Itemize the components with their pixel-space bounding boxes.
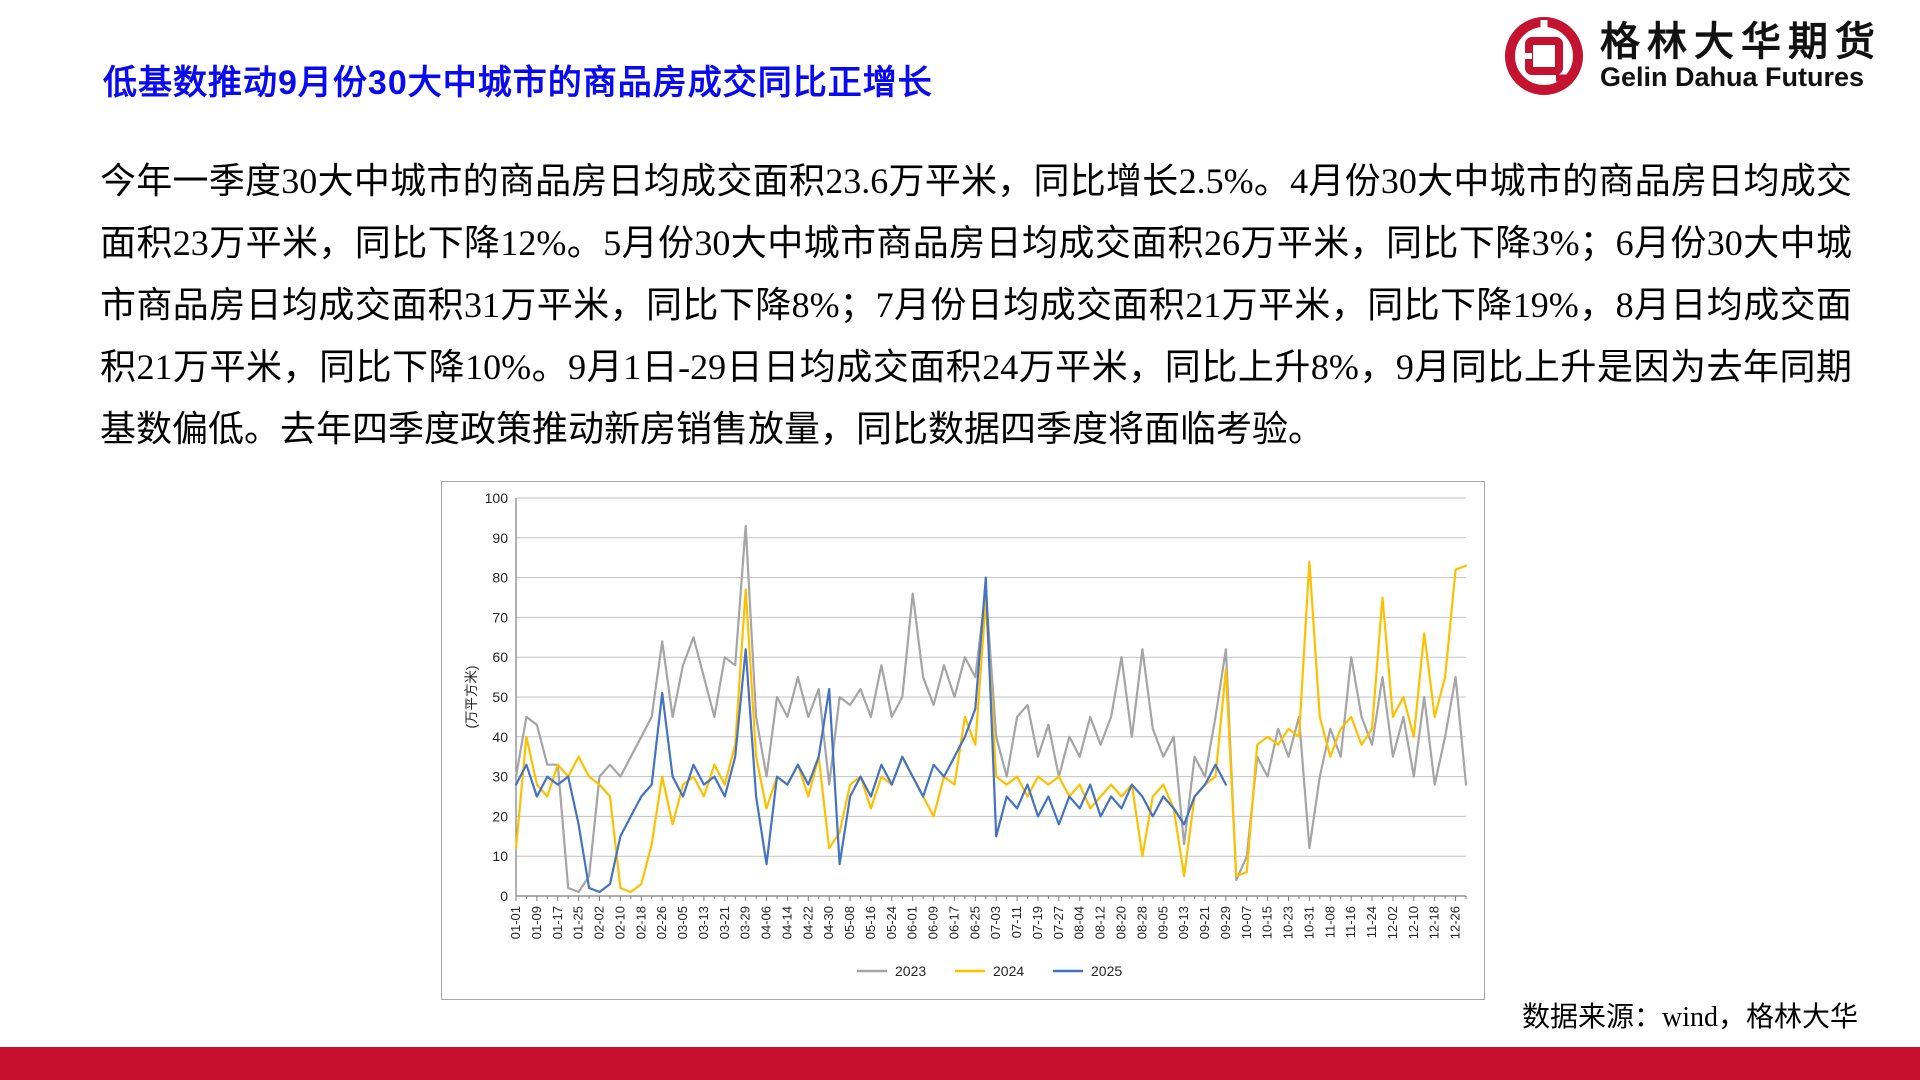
svg-text:01-09: 01-09 (529, 906, 544, 939)
svg-text:09-29: 09-29 (1218, 906, 1233, 939)
svg-text:2025: 2025 (1091, 963, 1122, 979)
logo-name-cn: 格林大华期货 (1600, 19, 1882, 64)
svg-text:02-18: 02-18 (633, 906, 648, 939)
svg-text:12-02: 12-02 (1385, 906, 1400, 939)
svg-text:03-21: 03-21 (717, 906, 732, 939)
page-title: 低基数推动9月份30大中城市的商品房成交同比正增长 (103, 64, 933, 102)
svg-text:0: 0 (500, 888, 508, 904)
svg-text:03-13: 03-13 (696, 906, 711, 939)
svg-text:08-12: 08-12 (1093, 906, 1108, 939)
svg-text:10-23: 10-23 (1281, 906, 1296, 939)
svg-text:03-05: 03-05 (675, 906, 690, 939)
svg-text:40: 40 (492, 729, 508, 745)
svg-text:60: 60 (492, 649, 508, 665)
svg-text:11-08: 11-08 (1322, 906, 1337, 938)
svg-text:03-29: 03-29 (738, 906, 753, 939)
svg-text:09-21: 09-21 (1197, 906, 1212, 939)
svg-text:07-27: 07-27 (1051, 906, 1066, 939)
svg-text:02-10: 02-10 (612, 906, 627, 939)
svg-text:70: 70 (492, 609, 508, 625)
svg-text:05-24: 05-24 (884, 906, 899, 939)
svg-text:80: 80 (492, 570, 508, 586)
svg-text:08-28: 08-28 (1134, 906, 1149, 939)
y-axis-tick-labels: 0 10 20 30 40 50 60 70 80 90 100 (485, 490, 509, 904)
svg-text:100: 100 (485, 490, 509, 506)
svg-text:04-06: 04-06 (759, 906, 774, 939)
svg-text:06-01: 06-01 (905, 906, 920, 939)
svg-text:10-15: 10-15 (1260, 906, 1275, 939)
svg-text:05-08: 05-08 (842, 906, 857, 939)
svg-text:09-13: 09-13 (1176, 906, 1191, 939)
axes (515, 498, 1466, 897)
svg-text:07-03: 07-03 (988, 906, 1003, 939)
analysis-paragraph: 今年一季度30大中城市的商品房日均成交面积23.6万平米，同比增长2.5%。4月… (100, 161, 1852, 449)
svg-text:02-26: 02-26 (654, 906, 669, 939)
logo-name-en: Gelin Dahua Futures (1600, 61, 1865, 92)
svg-text:2023: 2023 (895, 963, 926, 979)
svg-text:01-17: 01-17 (550, 906, 565, 939)
svg-text:05-16: 05-16 (863, 906, 878, 939)
logo-text: 格林大华期货 Gelin Dahua Futures (1600, 21, 1882, 91)
svg-text:04-30: 04-30 (821, 906, 836, 939)
data-source-note: 数据来源：wind，格林大华 (1521, 1002, 1858, 1033)
svg-text:06-25: 06-25 (967, 906, 982, 939)
y-axis-title: (万平方米) (464, 666, 479, 729)
svg-text:07-19: 07-19 (1030, 906, 1045, 939)
svg-text:30: 30 (492, 769, 508, 785)
svg-text:90: 90 (492, 530, 508, 546)
svg-text:11-24: 11-24 (1364, 906, 1379, 938)
svg-text:08-20: 08-20 (1113, 906, 1128, 939)
svg-text:01-25: 01-25 (571, 906, 586, 939)
svg-text:10-07: 10-07 (1239, 906, 1254, 939)
svg-text:11-16: 11-16 (1343, 906, 1358, 938)
svg-text:12-26: 12-26 (1448, 906, 1463, 939)
svg-text:04-22: 04-22 (800, 906, 815, 939)
series-line-2023 (514, 524, 1468, 894)
company-logo: 格林大华期货 Gelin Dahua Futures (1502, 14, 1882, 98)
svg-text:50: 50 (492, 689, 508, 705)
svg-text:10: 10 (492, 848, 508, 864)
svg-text:06-17: 06-17 (946, 906, 961, 939)
housing-transaction-chart: 0 10 20 30 40 50 60 70 80 90 100 (万平方米) 01-01 01-09 01… (441, 481, 1485, 1000)
svg-text:04-14: 04-14 (779, 906, 794, 939)
svg-text:20: 20 (492, 808, 508, 824)
svg-text:10-31: 10-31 (1301, 906, 1316, 939)
series-line-2025 (514, 576, 1228, 894)
svg-text:02-02: 02-02 (592, 906, 607, 939)
svg-text:06-09: 06-09 (926, 906, 941, 939)
chart-legend: 2023 2024 2025 (857, 963, 1122, 979)
svg-text:08-04: 08-04 (1072, 906, 1087, 939)
bottom-accent-bar (0, 1047, 1920, 1080)
svg-text:12-10: 12-10 (1406, 906, 1421, 939)
svg-text:07-11: 07-11 (1009, 906, 1024, 938)
x-axis-tick-labels: 01-01 01-09 01-17 01-25 02-02 02-10 02-18 02-26… (508, 896, 1467, 939)
svg-text:12-18: 12-18 (1427, 906, 1442, 939)
svg-text:09-05: 09-05 (1155, 906, 1170, 939)
logo-mark-icon (1505, 17, 1583, 95)
svg-text:01-01: 01-01 (508, 906, 523, 939)
svg-text:2024: 2024 (993, 963, 1024, 979)
